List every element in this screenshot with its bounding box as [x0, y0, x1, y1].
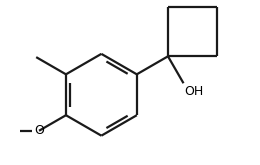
- Text: OH: OH: [184, 85, 204, 98]
- Text: O: O: [34, 124, 44, 137]
